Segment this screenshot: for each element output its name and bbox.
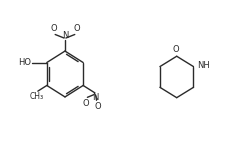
Text: O: O (94, 102, 101, 111)
Text: CH₃: CH₃ (30, 92, 44, 101)
Text: HO: HO (18, 58, 31, 67)
Text: O: O (73, 24, 80, 33)
Text: NH: NH (197, 61, 210, 70)
Text: N: N (62, 31, 68, 40)
Text: N: N (92, 93, 98, 102)
Text: O: O (172, 45, 179, 54)
Text: O: O (82, 99, 88, 108)
Text: O: O (50, 24, 57, 33)
